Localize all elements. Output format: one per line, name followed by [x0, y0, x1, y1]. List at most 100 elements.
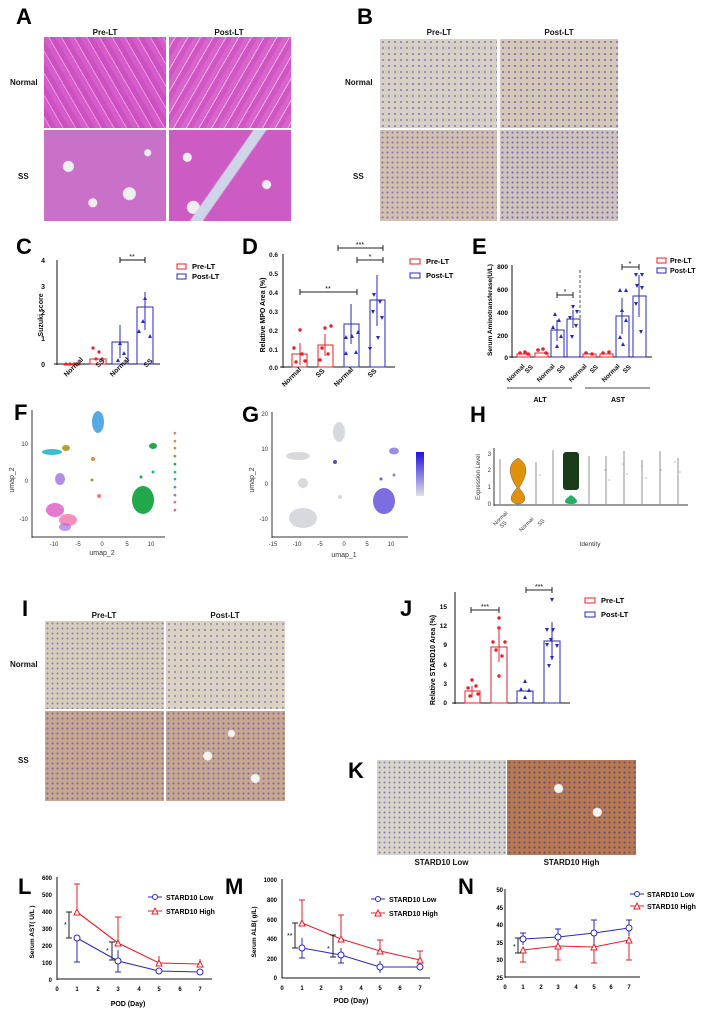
- chart-e-aminotransferase: 800 600 400 200 0 Serum Aminotransferase(U/L…: [487, 257, 696, 404]
- svg-text:4: 4: [137, 987, 141, 993]
- chart-f-legend: ● ● ● ● ● ● ● ● ● ● ●: [173, 430, 177, 515]
- svg-text:2: 2: [488, 468, 492, 474]
- svg-text:2: 2: [96, 987, 100, 993]
- svg-text:*: *: [327, 946, 330, 953]
- mpo-image-ss-post: [500, 130, 618, 221]
- svg-text:7: 7: [198, 987, 202, 993]
- svg-text:AST: AST: [611, 397, 626, 404]
- chart-j-xlabels: [455, 712, 585, 742]
- row-label-ss: SS: [353, 172, 364, 181]
- svg-text:ALT: ALT: [533, 397, 547, 404]
- row-label-normal: Normal: [10, 660, 38, 669]
- svg-text:Pre-LT: Pre-LT: [426, 257, 450, 266]
- svg-text:20: 20: [261, 412, 268, 418]
- svg-text:*: *: [64, 922, 67, 929]
- svg-text:6: 6: [178, 987, 182, 993]
- svg-text:0: 0: [25, 479, 29, 485]
- svg-text:300: 300: [42, 927, 53, 933]
- svg-text:2: 2: [539, 985, 543, 991]
- svg-text:7: 7: [627, 985, 631, 991]
- panel-label-a: A: [16, 4, 32, 29]
- svg-text:0: 0: [100, 542, 104, 548]
- svg-text:1: 1: [41, 336, 45, 343]
- svg-text:10: 10: [388, 542, 395, 548]
- mpo-image-ss-pre: [380, 130, 497, 221]
- chart-f-umap-celltypes: 10 0 -10 -10 -5 0 5 10 umap_2 umap_2: [9, 410, 165, 557]
- col-label-pre: Pre-LT: [92, 28, 118, 37]
- svg-text:400: 400: [42, 910, 53, 916]
- svg-text:-5: -5: [75, 542, 81, 548]
- svg-text:3: 3: [556, 985, 560, 991]
- svg-text:400: 400: [267, 937, 278, 943]
- svg-text:-10: -10: [50, 542, 59, 548]
- col-label-post: Post-LT: [214, 28, 244, 37]
- svg-text:0: 0: [443, 700, 447, 707]
- svg-text:35: 35: [496, 941, 503, 947]
- col-label-post: Post-LT: [210, 611, 240, 620]
- svg-text:9: 9: [443, 642, 447, 649]
- panel-label-g: G: [242, 402, 260, 427]
- svg-text:4: 4: [574, 985, 578, 991]
- svg-text:0: 0: [280, 986, 284, 992]
- svg-text:Serum ALB( g/L): Serum ALB( g/L): [251, 906, 258, 957]
- svg-text:5: 5: [157, 987, 161, 993]
- svg-text:STARD10 Low: STARD10 Low: [647, 892, 695, 899]
- svg-text:0.0: 0.0: [269, 365, 278, 370]
- svg-text:5: 5: [592, 985, 596, 991]
- svg-text:0: 0: [488, 502, 492, 508]
- svg-text:STARD10 Low: STARD10 Low: [166, 895, 214, 902]
- chart-e-xlabels: Normal SS Normal SS Normal SS Normal SS: [505, 363, 633, 384]
- svg-text:-5: -5: [317, 542, 323, 548]
- svg-text:800: 800: [497, 264, 508, 271]
- svg-text:Relative STARD10 Area (%): Relative STARD10 Area (%): [430, 615, 437, 705]
- chart-g-umap-expression: 20 10 0 -10 -15 -10 -5 0 5 10 umap_1 umap_2: [249, 412, 424, 559]
- svg-text:*: *: [564, 289, 567, 296]
- svg-text:6: 6: [398, 986, 402, 992]
- he-image-normal-post: [169, 37, 291, 128]
- svg-text:500: 500: [42, 893, 53, 899]
- chart-h-violin: 3 2 1 0 Expression Level Identity: [476, 448, 688, 548]
- svg-text:STARD10 Low: STARD10 Low: [389, 897, 437, 904]
- panel-label-k: K: [348, 758, 364, 783]
- panel-label-d: D: [242, 234, 258, 259]
- panel-label-n: N: [458, 874, 474, 899]
- mpo-image-normal-pre: [380, 39, 497, 128]
- svg-text:STARD10 High: STARD10 High: [647, 904, 696, 911]
- svg-text:10: 10: [261, 447, 268, 453]
- svg-text:45: 45: [496, 906, 503, 912]
- svg-text:1: 1: [521, 985, 525, 991]
- svg-text:POD (Day): POD (Day): [111, 1001, 146, 1008]
- chart-l-serum-alt: 600 500 400 300 200 100 0 Serum AST( U/L ) 0 1 2…: [29, 876, 215, 1008]
- svg-text:400: 400: [497, 310, 508, 317]
- svg-text:100: 100: [42, 961, 53, 967]
- chart-d-xlabels: Normal SS Normal SS: [281, 366, 379, 389]
- svg-text:3: 3: [116, 987, 120, 993]
- svg-text:6: 6: [443, 662, 447, 669]
- svg-text:600: 600: [42, 876, 53, 882]
- svg-text:Identity: Identity: [580, 541, 602, 548]
- svg-text:5: 5: [378, 986, 382, 992]
- panel-label-c: C: [16, 234, 32, 259]
- svg-text:*: *: [513, 944, 516, 951]
- svg-text:600: 600: [267, 918, 278, 924]
- svg-text:0: 0: [342, 542, 346, 548]
- svg-text:1000: 1000: [264, 878, 278, 884]
- svg-text:6: 6: [609, 985, 613, 991]
- svg-text:4: 4: [359, 986, 363, 992]
- svg-text:0: 0: [274, 976, 278, 982]
- he-image-ss-post: [169, 130, 291, 221]
- svg-text:**: **: [129, 254, 135, 261]
- svg-text:200: 200: [42, 944, 53, 950]
- col-label-pre: Pre-LT: [91, 611, 117, 620]
- svg-text:-10: -10: [259, 517, 268, 523]
- svg-text:2: 2: [41, 310, 45, 317]
- col-label-post: Post-LT: [544, 28, 574, 37]
- svg-text:40: 40: [496, 923, 503, 929]
- svg-text:3: 3: [443, 681, 447, 688]
- svg-text:800: 800: [267, 898, 278, 904]
- svg-text:**: **: [325, 286, 331, 293]
- stard10-high-image: [507, 760, 636, 855]
- svg-text:0.6: 0.6: [269, 252, 278, 259]
